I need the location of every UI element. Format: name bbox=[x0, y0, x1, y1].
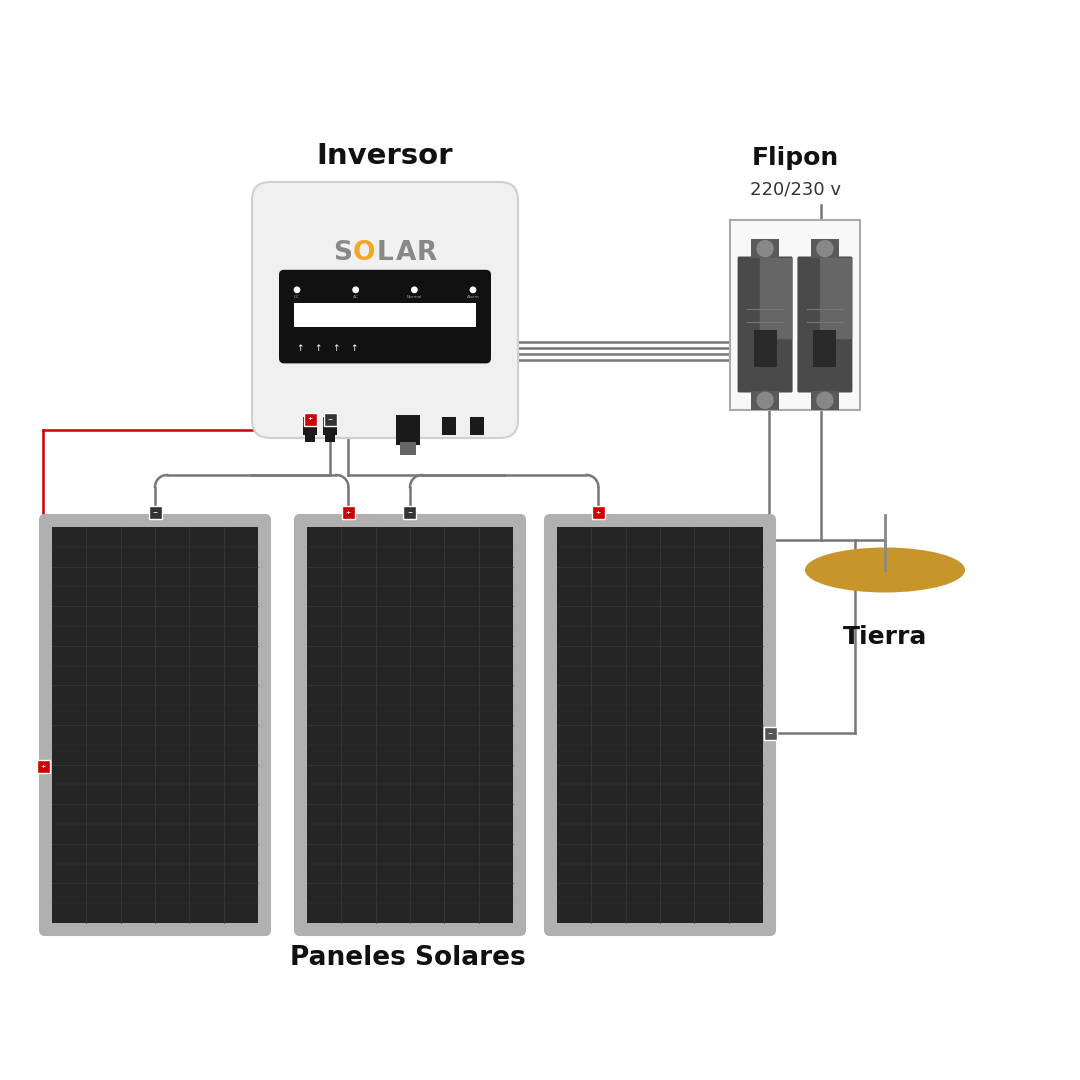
Bar bbox=[37, 759, 50, 772]
Bar bbox=[751, 391, 780, 409]
Text: ↑: ↑ bbox=[350, 343, 357, 353]
Bar bbox=[764, 727, 777, 740]
Text: S: S bbox=[334, 240, 352, 266]
Bar bbox=[730, 220, 860, 410]
Bar bbox=[404, 505, 417, 518]
Text: −: − bbox=[152, 510, 158, 514]
FancyBboxPatch shape bbox=[40, 515, 270, 935]
Bar bbox=[305, 432, 315, 442]
Circle shape bbox=[411, 287, 417, 293]
FancyBboxPatch shape bbox=[545, 515, 775, 935]
Circle shape bbox=[470, 287, 475, 293]
Bar bbox=[396, 415, 420, 445]
Text: ↑: ↑ bbox=[296, 343, 303, 353]
Bar bbox=[342, 505, 355, 518]
Bar bbox=[324, 413, 337, 426]
Bar bbox=[751, 240, 780, 258]
Bar bbox=[294, 303, 476, 326]
Bar bbox=[323, 417, 337, 435]
Text: −: − bbox=[768, 731, 772, 735]
FancyBboxPatch shape bbox=[252, 183, 518, 438]
Text: L: L bbox=[377, 240, 393, 266]
Bar bbox=[811, 240, 839, 258]
Bar bbox=[307, 527, 513, 923]
Text: Normal: Normal bbox=[406, 295, 422, 299]
Circle shape bbox=[353, 287, 359, 293]
Text: +: + bbox=[596, 510, 602, 514]
Polygon shape bbox=[820, 258, 851, 338]
Bar bbox=[592, 505, 605, 518]
Text: Tierra: Tierra bbox=[842, 625, 928, 649]
Bar bbox=[400, 442, 416, 455]
Circle shape bbox=[294, 287, 300, 293]
Circle shape bbox=[757, 392, 773, 408]
Text: 220/230 v: 220/230 v bbox=[750, 180, 840, 198]
Circle shape bbox=[816, 241, 833, 257]
FancyBboxPatch shape bbox=[279, 270, 491, 363]
Text: Alarm: Alarm bbox=[467, 295, 480, 299]
Text: +: + bbox=[40, 764, 45, 769]
Circle shape bbox=[816, 392, 833, 408]
Bar bbox=[52, 527, 258, 923]
Bar bbox=[303, 417, 318, 435]
Text: Inversor: Inversor bbox=[316, 141, 454, 170]
Circle shape bbox=[757, 241, 773, 257]
Text: ↑: ↑ bbox=[333, 343, 340, 353]
Text: DC: DC bbox=[294, 295, 300, 299]
Text: Paneles Solares: Paneles Solares bbox=[289, 945, 525, 971]
FancyBboxPatch shape bbox=[738, 256, 793, 392]
Text: −: − bbox=[407, 510, 413, 514]
Text: −: − bbox=[327, 417, 333, 421]
Bar bbox=[470, 417, 484, 435]
Polygon shape bbox=[760, 258, 791, 338]
Text: AC: AC bbox=[353, 295, 359, 299]
Ellipse shape bbox=[805, 548, 966, 593]
Text: R: R bbox=[417, 240, 437, 266]
Bar bbox=[811, 391, 839, 409]
Bar bbox=[325, 432, 335, 442]
Bar bbox=[443, 417, 457, 435]
Text: +: + bbox=[346, 510, 351, 514]
Bar bbox=[149, 505, 162, 518]
Text: A: A bbox=[395, 240, 416, 266]
Text: Flipon: Flipon bbox=[752, 146, 839, 170]
Bar bbox=[303, 413, 316, 426]
Text: ↑: ↑ bbox=[314, 343, 322, 353]
Bar bbox=[557, 527, 762, 923]
Text: +: + bbox=[308, 417, 312, 421]
Bar bbox=[754, 329, 777, 367]
FancyBboxPatch shape bbox=[797, 256, 852, 392]
FancyBboxPatch shape bbox=[295, 515, 525, 935]
Text: O: O bbox=[353, 240, 375, 266]
Bar bbox=[813, 329, 836, 367]
